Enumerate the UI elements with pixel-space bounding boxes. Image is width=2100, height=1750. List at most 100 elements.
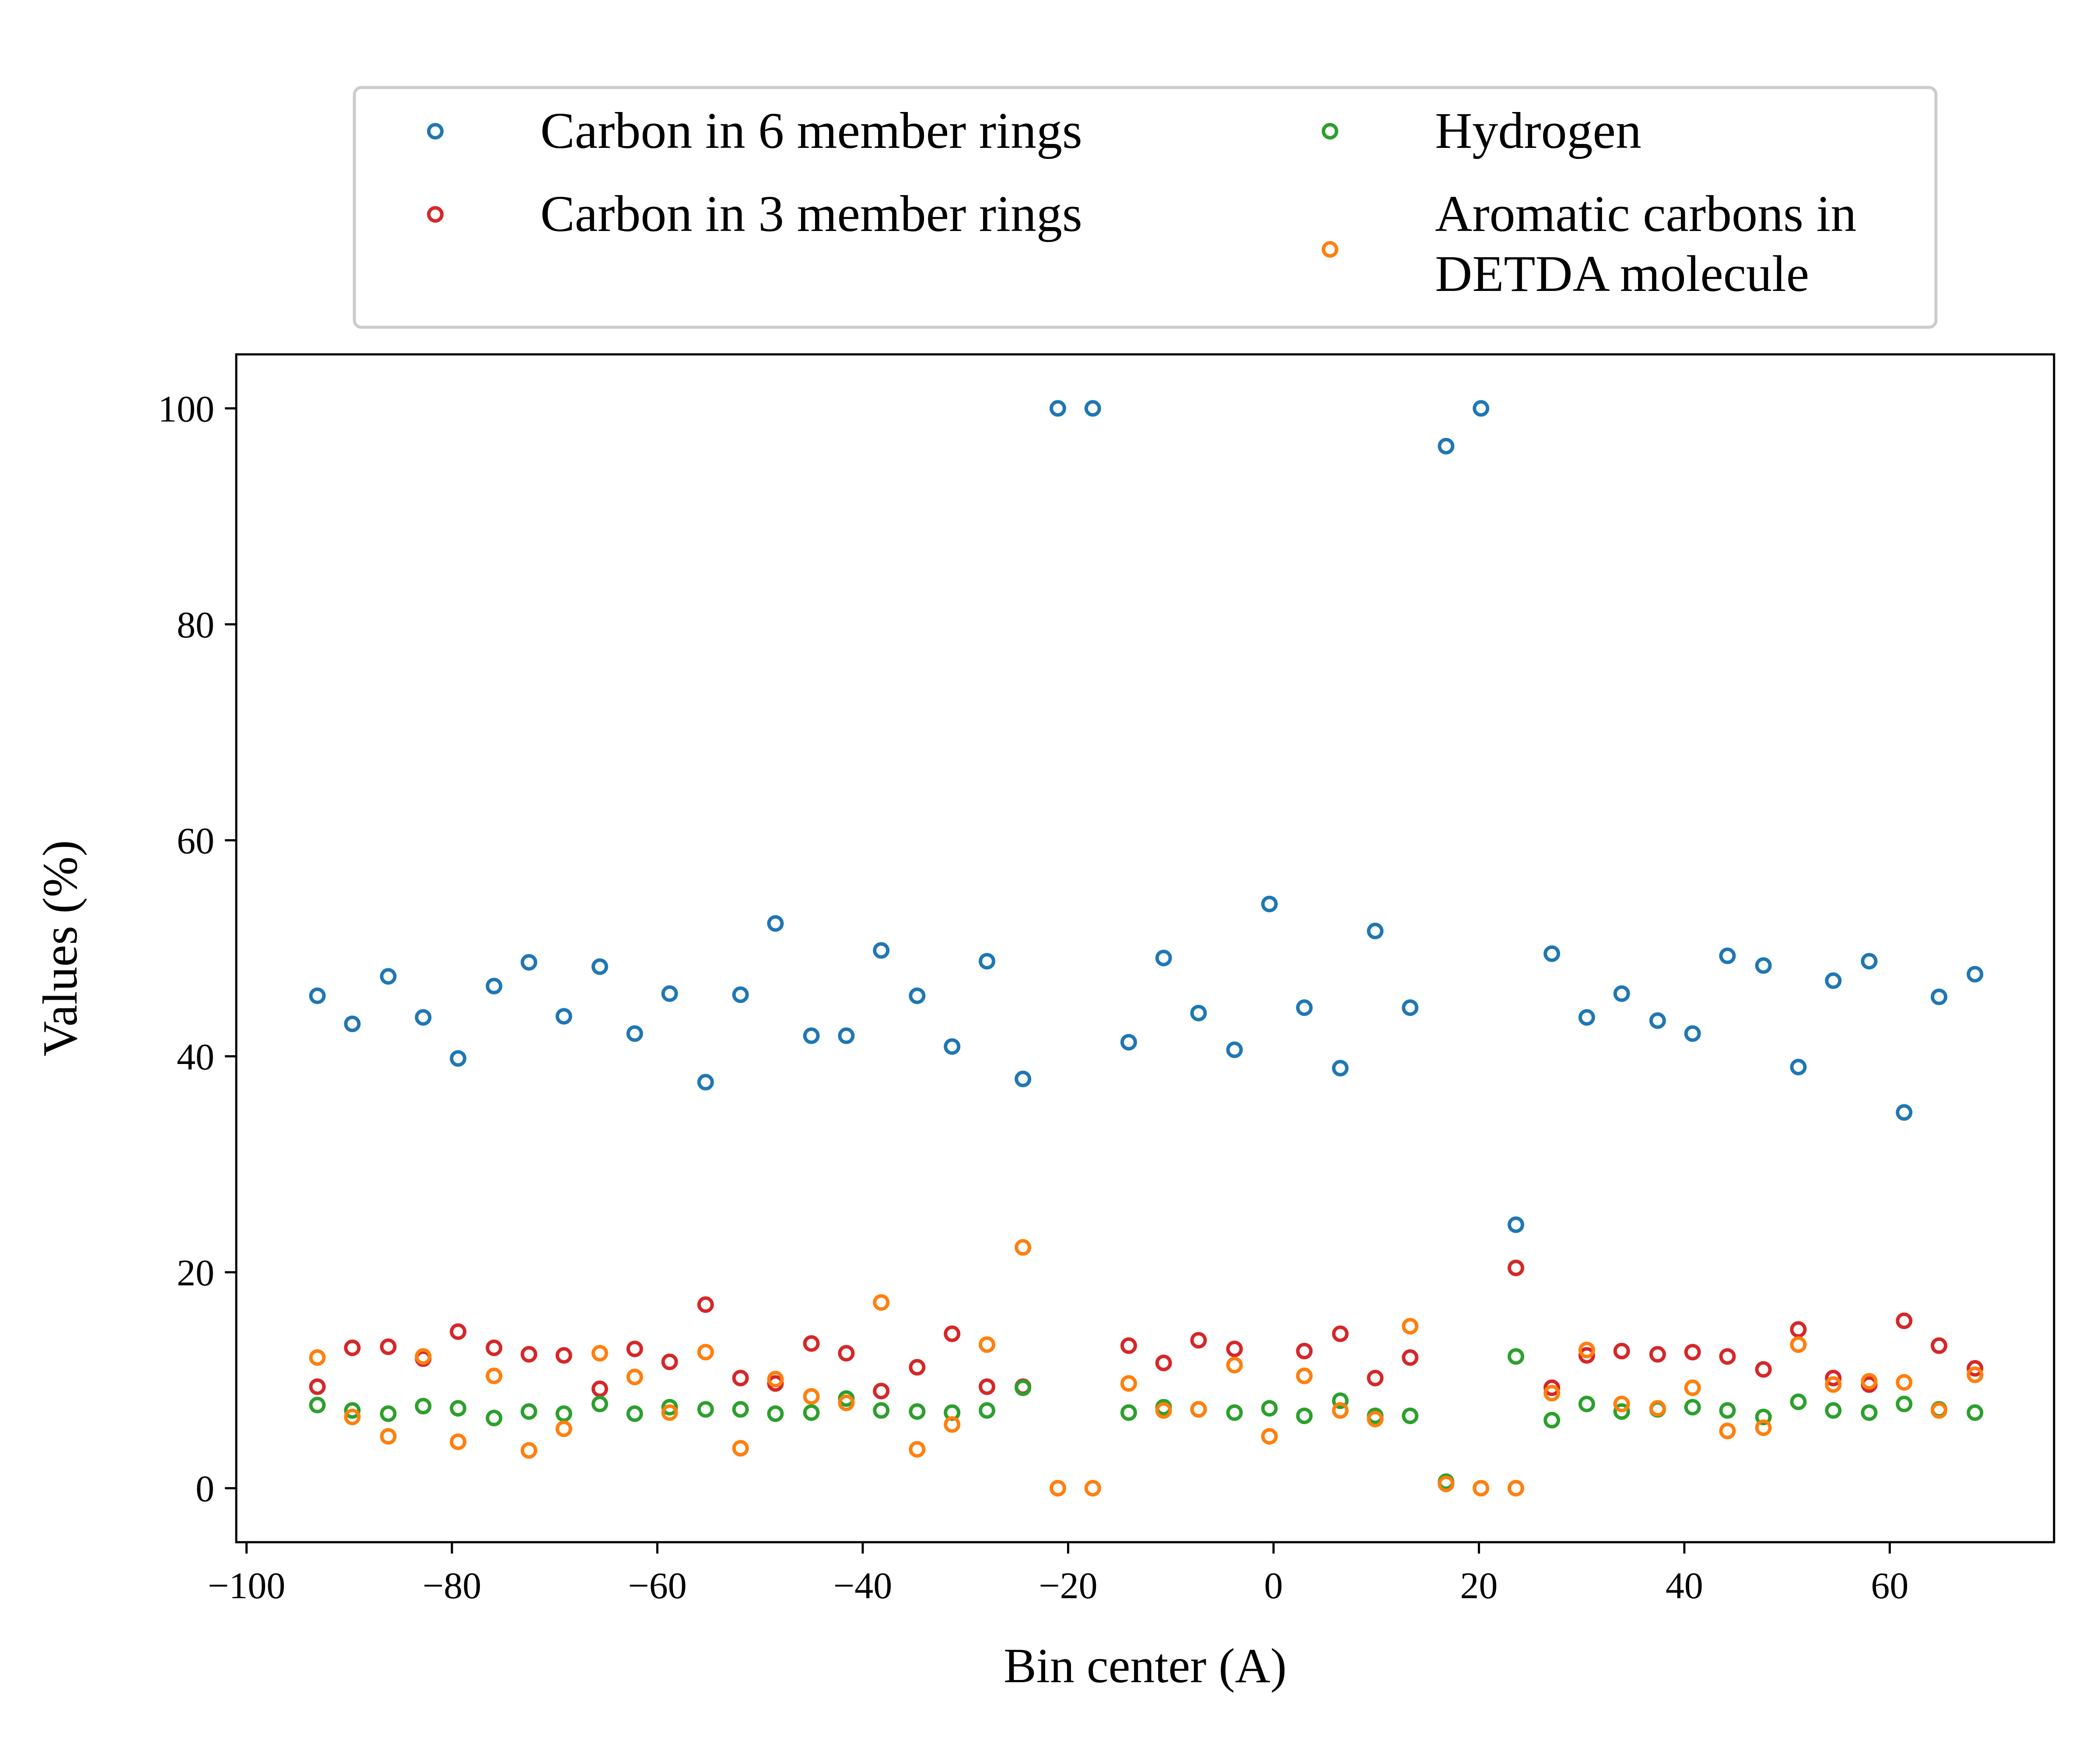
data-point	[450, 1400, 467, 1417]
legend-marker	[1322, 123, 1338, 140]
data-point	[1261, 896, 1278, 913]
data-point	[592, 1396, 608, 1413]
legend-marker	[427, 123, 444, 140]
x-tick-label: −100	[208, 1564, 286, 1606]
data-points	[309, 400, 1984, 1497]
data-point	[1684, 1399, 1701, 1416]
data-point	[1931, 1402, 1948, 1419]
data-point	[803, 1404, 820, 1421]
data-point	[767, 1405, 784, 1422]
data-point	[1190, 1401, 1207, 1418]
data-point	[732, 1440, 749, 1457]
data-point	[1684, 1344, 1701, 1361]
data-point	[1967, 1360, 1984, 1377]
data-point	[380, 968, 397, 985]
data-point	[1155, 1402, 1172, 1419]
data-point	[1120, 1337, 1137, 1354]
legend: Carbon in 6 member rings Carbon in 3 memb…	[353, 86, 1938, 329]
data-point	[1896, 1104, 1913, 1121]
data-point	[1825, 1402, 1842, 1419]
data-point	[486, 1367, 503, 1384]
data-point	[1790, 1321, 1807, 1338]
y-tick-label: 20	[177, 1252, 214, 1294]
x-tick-label: −80	[423, 1564, 482, 1606]
data-point	[1507, 1480, 1524, 1497]
legend-label: Carbon in 6 member rings	[540, 102, 1082, 159]
data-point	[978, 1402, 995, 1419]
data-point	[944, 1416, 961, 1433]
data-point	[1578, 1009, 1595, 1026]
y-tick-label: 100	[158, 388, 214, 430]
data-point	[555, 1405, 572, 1422]
legend-marker	[1322, 241, 1338, 258]
data-point	[1015, 1239, 1032, 1256]
data-point	[450, 1433, 467, 1450]
data-point	[1755, 957, 1772, 974]
series-3	[309, 1239, 1984, 1497]
data-point	[1226, 1041, 1243, 1058]
data-point	[1755, 1419, 1772, 1436]
series-0	[309, 400, 1984, 1233]
data-point	[873, 1402, 890, 1419]
data-point	[1367, 1410, 1384, 1428]
data-point	[1049, 1480, 1066, 1497]
data-point	[1967, 966, 1984, 983]
data-point	[1473, 1480, 1490, 1497]
data-point	[592, 1380, 608, 1397]
data-point	[1084, 1480, 1101, 1497]
data-point	[1896, 1396, 1913, 1413]
data-point	[1896, 1374, 1913, 1391]
data-point	[1790, 1393, 1807, 1410]
data-point	[1015, 1071, 1032, 1088]
data-point	[1332, 1402, 1349, 1419]
legend-marker	[427, 206, 444, 223]
data-point	[1544, 1412, 1561, 1429]
data-point	[1296, 1367, 1313, 1384]
data-point	[592, 1345, 608, 1362]
data-point	[803, 1335, 820, 1352]
data-point	[732, 1369, 749, 1386]
series-2	[309, 1348, 1984, 1490]
data-point	[1719, 947, 1736, 964]
data-point	[838, 1345, 855, 1362]
data-point	[873, 942, 890, 959]
data-point	[344, 1339, 361, 1356]
data-point	[1719, 1402, 1736, 1419]
data-point	[838, 1394, 855, 1411]
data-point	[1825, 1369, 1842, 1386]
data-point	[309, 1378, 326, 1395]
data-point	[1473, 400, 1490, 417]
data-point	[944, 1038, 961, 1055]
data-point	[1402, 1318, 1419, 1335]
data-point	[1861, 1404, 1878, 1421]
data-point	[1332, 1392, 1349, 1409]
data-point	[803, 1388, 820, 1405]
data-point	[1719, 1422, 1736, 1439]
data-point	[697, 1296, 714, 1313]
data-point	[626, 1025, 643, 1042]
data-point	[450, 1323, 467, 1340]
data-point	[1931, 1337, 1948, 1354]
data-point	[626, 1368, 643, 1386]
data-point	[1438, 438, 1455, 455]
data-point	[873, 1382, 890, 1400]
data-point	[1755, 1361, 1772, 1378]
data-point	[415, 1009, 432, 1026]
x-tick-label: −60	[628, 1564, 687, 1606]
data-point	[1719, 1348, 1736, 1365]
data-point	[1084, 400, 1101, 417]
data-point	[380, 1405, 397, 1422]
data-point	[661, 985, 678, 1002]
data-point	[909, 1403, 926, 1420]
data-point	[1402, 999, 1419, 1016]
data-point	[592, 958, 608, 975]
data-point	[909, 1359, 926, 1376]
data-point	[1649, 1012, 1666, 1029]
data-point	[626, 1405, 643, 1422]
x-tick-label: −40	[833, 1564, 892, 1606]
data-point	[1649, 1400, 1666, 1417]
data-point	[1120, 1404, 1137, 1421]
data-point	[909, 1441, 926, 1458]
data-point	[1896, 1312, 1913, 1330]
data-point	[1544, 1379, 1561, 1396]
